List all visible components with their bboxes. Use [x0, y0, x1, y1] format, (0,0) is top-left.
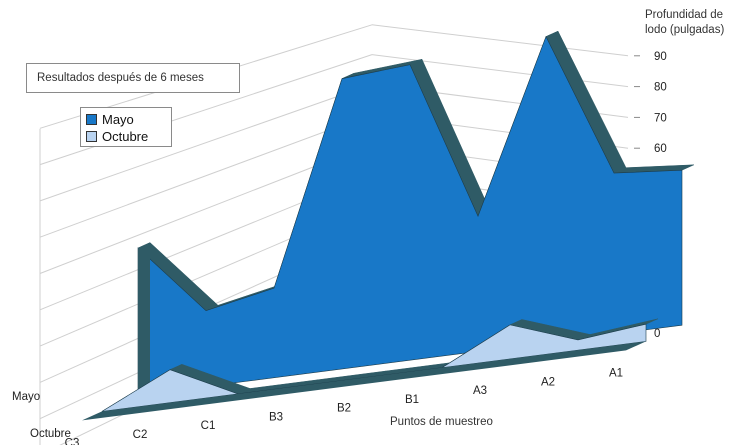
legend-label-mayo: Mayo	[102, 112, 134, 127]
series-octubre	[82, 318, 659, 421]
x-tick-C2: C2	[133, 429, 148, 441]
floor-edge	[82, 341, 646, 421]
x-tick-A1: A1	[609, 368, 623, 380]
legend-swatch-mayo	[86, 114, 97, 125]
x-tick-C1: C1	[201, 420, 216, 432]
y-tick-90: 90	[654, 51, 667, 63]
area-cap-mayo	[138, 242, 150, 396]
y-tick-0: 0	[654, 328, 660, 340]
x-tick-B3: B3	[269, 411, 283, 423]
x-tick-B2: B2	[337, 403, 351, 415]
x-axis-label: Puntos de muestreo	[390, 416, 493, 428]
chart-annotation: Resultados después de 6 meses	[26, 63, 240, 93]
series-mayo	[137, 30, 695, 396]
depth-label-mayo: Mayo	[12, 391, 40, 403]
x-tick-A3: A3	[473, 385, 487, 397]
y-axis-label: Profundidad de lodo (pulgadas)	[645, 9, 725, 36]
legend: Mayo Octubre	[80, 107, 172, 147]
y-tick-70: 70	[654, 112, 667, 124]
y-tick-60: 60	[654, 143, 667, 155]
legend-item-octubre: Octubre	[86, 128, 171, 145]
x-tick-A2: A2	[541, 376, 555, 388]
y-tick-80: 80	[654, 82, 667, 94]
legend-item-mayo: Mayo	[86, 111, 171, 128]
depth-labels: Mayo Octubre	[12, 391, 71, 440]
x-axis-categories: C3 C2 C1 B3 B2 B1 A3 A2 A1	[65, 368, 623, 445]
depth-label-octubre: Octubre	[30, 428, 71, 440]
legend-label-octubre: Octubre	[102, 129, 149, 144]
legend-swatch-octubre	[86, 131, 97, 142]
x-tick-C3: C3	[65, 438, 80, 445]
x-tick-B1: B1	[405, 394, 419, 406]
